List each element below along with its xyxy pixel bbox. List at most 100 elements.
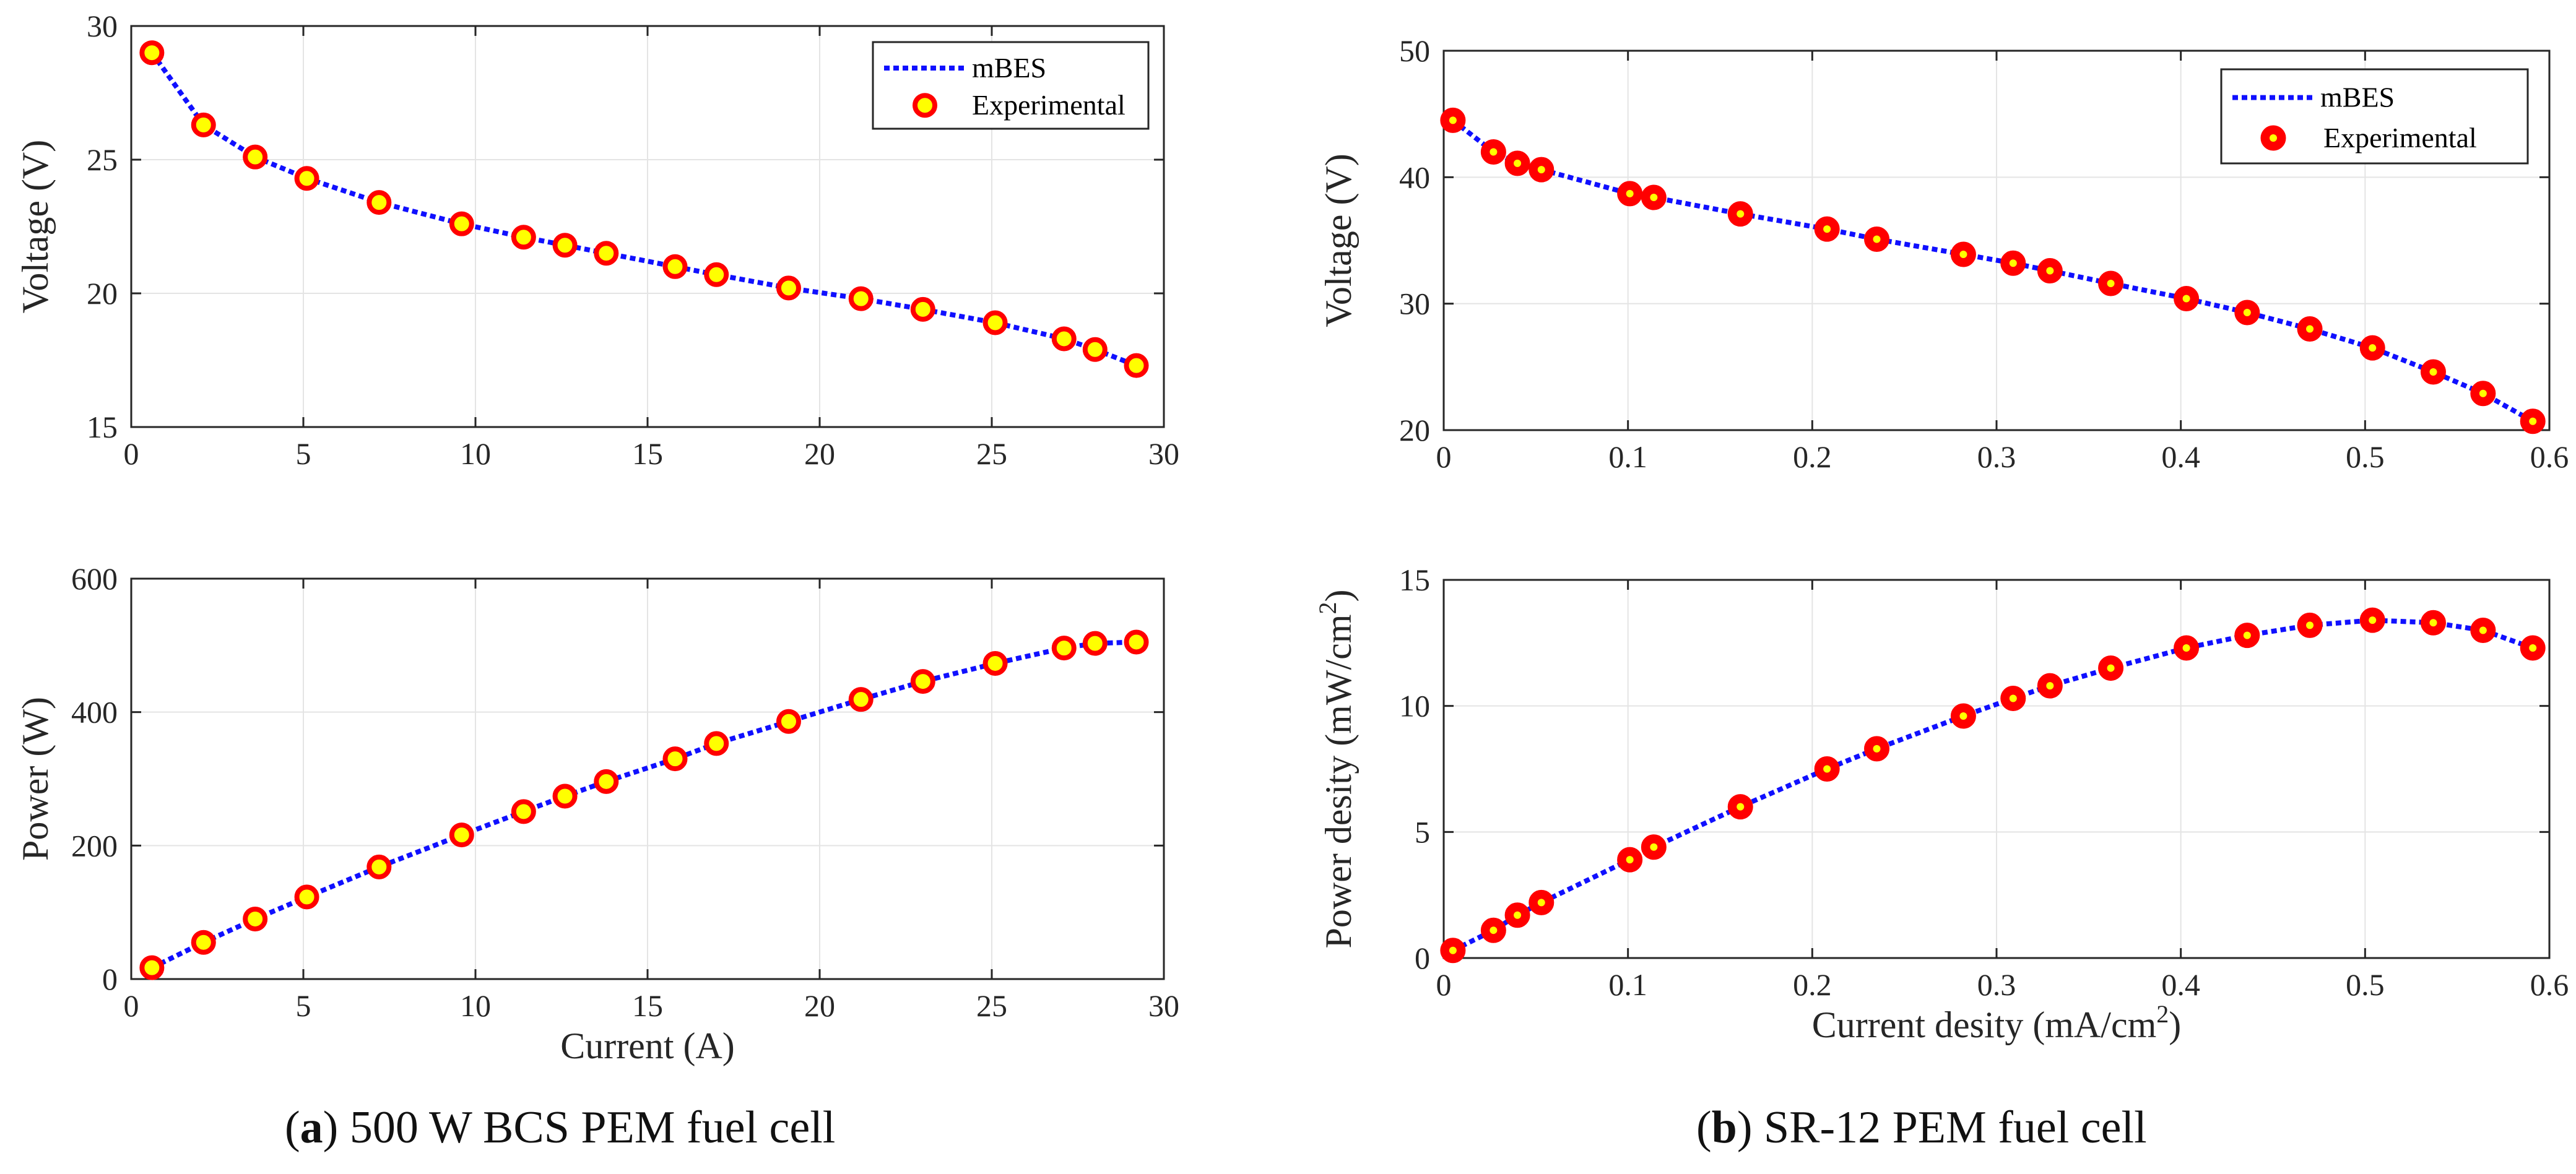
experimental-point-center — [2046, 682, 2054, 690]
experimental-point-center — [1959, 712, 1967, 720]
x-tick-label: 0.4 — [2161, 967, 2200, 1002]
experimental-point-center — [1650, 194, 1658, 202]
experimental-point — [1124, 353, 1149, 378]
experimental-point — [910, 669, 935, 694]
x-axis-label-end: ) — [2169, 1004, 2181, 1045]
caption-b-text: SR-12 PEM fuel cell — [1763, 1102, 2147, 1153]
experimental-point-center — [2046, 267, 2054, 275]
x-tick-label: 0.5 — [2346, 439, 2385, 474]
experimental-point — [552, 783, 578, 809]
y-tick-label: 40 — [1399, 160, 1430, 194]
experimental-point-center — [1449, 116, 1457, 124]
experimental-point — [243, 906, 268, 931]
experimental-point — [704, 262, 729, 287]
x-tick-label: 5 — [296, 988, 311, 1023]
experimental-point-center — [1514, 911, 1522, 919]
x-tick-label: 0.5 — [2346, 967, 2385, 1002]
experimental-point — [594, 241, 619, 266]
caption-a-text: 500 W BCS PEM fuel cell — [349, 1102, 836, 1153]
experimental-point-center — [2009, 694, 2017, 702]
experimental-point-center — [1737, 210, 1745, 218]
experimental-point-center — [2429, 368, 2437, 376]
y-axis-label: Voltage (V) — [15, 140, 56, 314]
y-tick-label: 20 — [87, 276, 118, 311]
x-tick-label: 15 — [632, 436, 663, 471]
y-tick-label: 0 — [102, 962, 118, 996]
experimental-point-center — [1514, 159, 1522, 167]
x-tick-label: 15 — [632, 988, 663, 1023]
y-axis-label-end: ) — [1318, 590, 1359, 602]
experimental-point — [511, 225, 536, 250]
experimental-point — [982, 310, 1008, 335]
x-tick-label: 0.2 — [1793, 967, 1832, 1002]
y-tick-label: 10 — [1399, 689, 1430, 723]
x-tick-label: 0.3 — [1977, 439, 2016, 474]
y-tick-label: 400 — [71, 695, 118, 730]
experimental-point-center — [1737, 803, 1745, 811]
experimental-point-center — [2306, 621, 2314, 629]
experimental-point — [511, 799, 536, 824]
x-axis-label: Current desity (mA/cm2) — [1812, 1000, 2182, 1045]
experimental-point — [139, 955, 165, 980]
series-line-mbes — [1452, 618, 2534, 953]
legend-label-experimental: Experimental — [972, 89, 1125, 121]
experimental-point-center — [2479, 626, 2487, 634]
y-axis-label: Voltage (V) — [1318, 153, 1359, 327]
experimental-point — [243, 144, 268, 170]
experimental-point-center — [1626, 856, 1634, 864]
experimental-point-center — [2107, 279, 2115, 287]
legend: mBES Experimental — [872, 41, 1150, 130]
experimental-point — [662, 254, 688, 279]
experimental-point-center — [2243, 631, 2251, 639]
y-tick-label: 600 — [71, 561, 118, 596]
experimental-point — [1051, 326, 1077, 352]
x-tick-label: 0.1 — [1608, 967, 1647, 1002]
experimental-point-center — [1537, 899, 1545, 907]
x-tick-label: 20 — [804, 988, 835, 1023]
experimental-point — [982, 650, 1008, 676]
experimental-point-center — [2369, 344, 2377, 352]
caption-b: (b) SR-12 PEM fuel cell — [1696, 1102, 2147, 1153]
chart-a-voltage: 0 5 10 15 20 25 30 15 20 25 30 Voltage (V) mBES Exper… — [15, 9, 1179, 471]
y-axis-label-text: Voltage (V) — [1318, 153, 1359, 327]
legend-marker-swatch — [913, 93, 937, 118]
chart-b-voltage: 0 0.1 0.2 0.3 0.4 0.5 0.6 20 30 40 50 Voltage (V) mB… — [1318, 33, 2569, 474]
experimental-point-center — [2479, 389, 2487, 397]
experimental-point — [294, 166, 319, 191]
experimental-point — [1082, 631, 1108, 656]
experimental-point-center — [2182, 295, 2190, 303]
experimental-point — [848, 687, 874, 712]
legend-label-mbes: mBES — [972, 52, 1046, 84]
y-tick-label: 25 — [87, 142, 118, 177]
legend-box — [872, 41, 1150, 130]
experimental-point-center — [1490, 148, 1498, 156]
legend: mBES Experimental — [2220, 68, 2529, 165]
experimental-point-center — [1823, 765, 1831, 773]
caption-a-letter: a — [300, 1102, 323, 1153]
experimental-point — [662, 746, 688, 772]
x-axis-label: Current (A) — [560, 1025, 735, 1066]
experimental-point-center — [1537, 166, 1545, 174]
y-tick-label: 15 — [1399, 563, 1430, 597]
x-tick-label: 0.3 — [1977, 967, 2016, 1002]
x-tick-label: 0 — [1436, 967, 1452, 1002]
experimental-point — [848, 286, 874, 311]
x-tick-label: 25 — [976, 436, 1007, 471]
y-axis-label-text: Power (W) — [15, 697, 56, 861]
y-tick-label: 30 — [1399, 287, 1430, 321]
caption-b-letter: b — [1711, 1102, 1737, 1153]
y-axis-label-sup: 2 — [1314, 602, 1342, 615]
x-tick-label: 0 — [124, 436, 139, 471]
experimental-point-center — [2009, 259, 2017, 267]
experimental-point — [191, 930, 216, 955]
caption-a: (a) 500 W BCS PEM fuel cell — [285, 1102, 836, 1153]
x-tick-label: 25 — [976, 988, 1007, 1023]
experimental-point-center — [1959, 250, 1967, 258]
x-tick-label: 5 — [296, 436, 311, 471]
y-axis-label-text: Voltage (V) — [15, 140, 56, 314]
experimental-point — [366, 854, 392, 879]
x-axis-label-sup: 2 — [2156, 1000, 2169, 1028]
x-tick-label: 0 — [124, 988, 139, 1023]
experimental-point — [910, 296, 935, 322]
